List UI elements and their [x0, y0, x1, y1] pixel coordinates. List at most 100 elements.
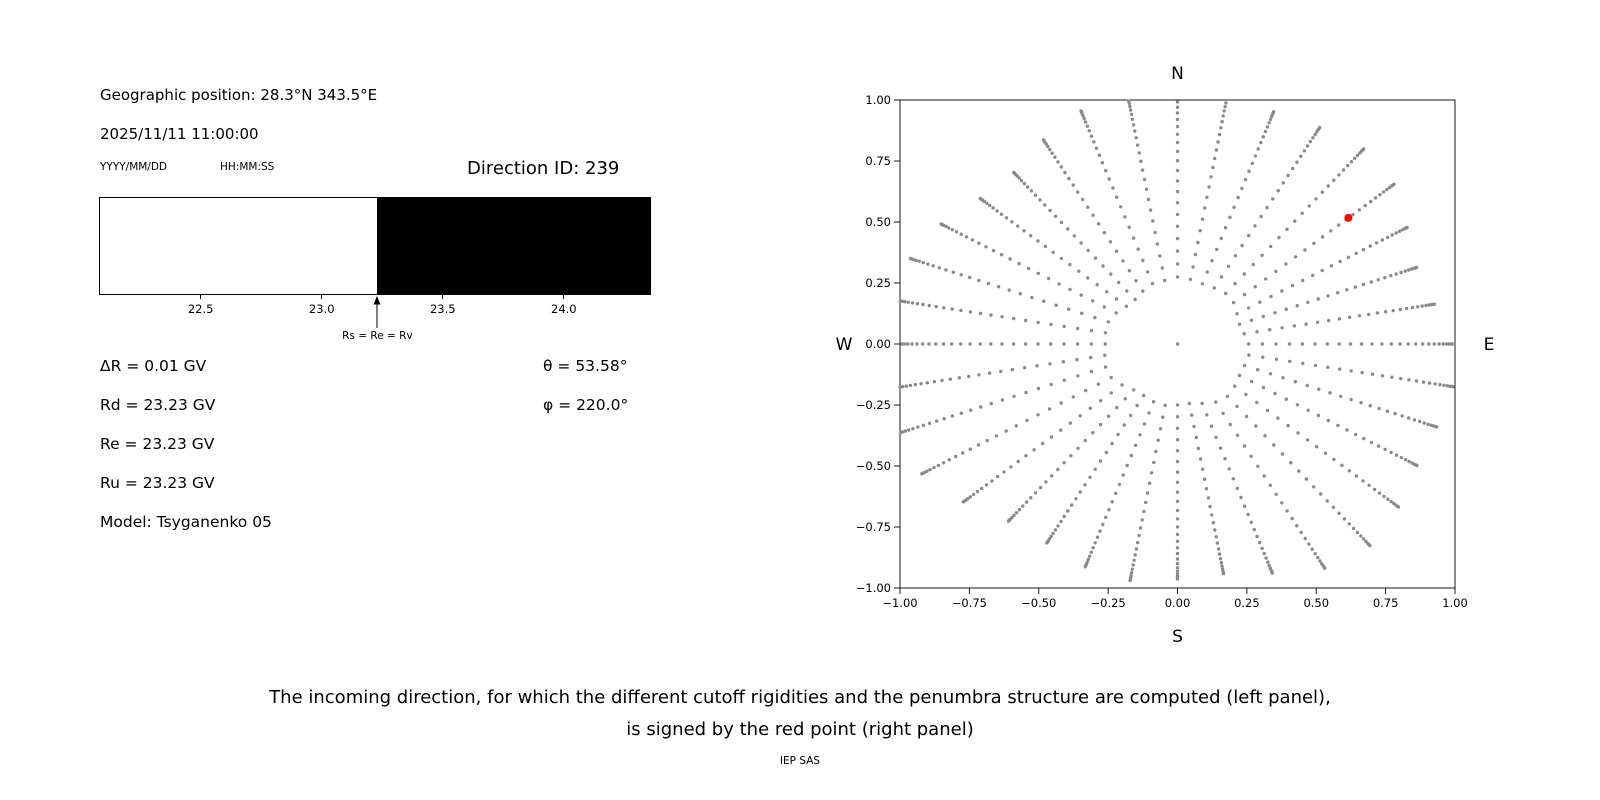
direction-dot — [1046, 276, 1051, 281]
direction-dot — [1150, 281, 1155, 286]
direction-dot — [1281, 181, 1286, 185]
direction-dot — [1078, 490, 1083, 494]
direction-dot — [967, 374, 971, 379]
direction-dot — [1377, 491, 1382, 495]
direction-dot — [1038, 198, 1042, 202]
direction-dot — [1059, 165, 1064, 169]
direction-dot — [1089, 342, 1094, 346]
penumbra-tick-label: 23.5 — [429, 302, 456, 316]
direction-dot — [934, 342, 938, 346]
direction-dot — [1103, 353, 1107, 357]
direction-dot — [1036, 386, 1041, 391]
direction-dot — [989, 313, 993, 317]
direction-dot — [950, 307, 954, 311]
direction-dot — [1121, 259, 1125, 263]
geographic-position-text: Geographic position: 28.3°N 343.5°E — [100, 86, 378, 104]
direction-dot — [1158, 427, 1163, 431]
direction-dot — [1233, 254, 1238, 258]
param-ru: Ru = 23.23 GV — [100, 474, 215, 492]
direction-dot — [1127, 269, 1132, 273]
direction-dot — [1148, 208, 1153, 212]
direction-dot — [1311, 136, 1315, 140]
direction-dot — [1080, 197, 1085, 202]
direction-dot — [985, 201, 989, 205]
direction-dot — [1260, 546, 1264, 551]
direction-dot — [1338, 259, 1342, 264]
direction-dot — [1036, 271, 1041, 276]
direction-dot — [1329, 229, 1333, 233]
x-tick-label: 1.00 — [1442, 596, 1468, 610]
direction-dot — [1213, 156, 1217, 161]
direction-dot — [915, 342, 919, 346]
direction-dot — [1095, 535, 1100, 539]
direction-dot — [1205, 195, 1209, 199]
direction-dot — [1160, 266, 1165, 270]
direction-dot — [1281, 376, 1285, 380]
compass-label-east: E — [1484, 335, 1495, 355]
direction-dot — [1175, 546, 1180, 550]
direction-dot — [1320, 190, 1325, 194]
direction-dot — [968, 342, 972, 346]
direction-dot — [1385, 187, 1389, 192]
direction-dot — [1368, 244, 1373, 248]
direction-dot — [1069, 454, 1073, 458]
direction-dot — [1066, 509, 1070, 513]
direction-dot — [1175, 566, 1180, 570]
direction-dot — [1255, 400, 1259, 405]
direction-dot — [1014, 424, 1018, 428]
direction-dot — [1286, 173, 1290, 178]
direction-dot — [1079, 109, 1083, 113]
direction-dot — [1354, 251, 1358, 255]
direction-dot — [1033, 193, 1038, 197]
direction-dot — [968, 275, 972, 280]
direction-dot — [1253, 224, 1257, 228]
direction-dot — [1361, 537, 1366, 541]
direction-dot — [961, 451, 965, 455]
x-tick-label: −0.50 — [1021, 596, 1056, 610]
direction-dot — [1188, 277, 1193, 282]
direction-dot — [1412, 418, 1417, 422]
direction-dot — [1243, 177, 1248, 182]
direction-dot — [1049, 382, 1053, 387]
direction-dot — [1396, 505, 1401, 509]
direction-dot — [1029, 189, 1034, 193]
direction-dot — [1316, 555, 1320, 560]
direction-dot — [1212, 286, 1217, 290]
direction-dot — [1332, 178, 1336, 182]
direction-dot — [1247, 233, 1251, 238]
direction-dot — [1336, 223, 1341, 227]
direction-dot — [1316, 297, 1320, 301]
direction-dot — [1151, 400, 1156, 404]
direction-dot — [1053, 214, 1058, 218]
direction-dot — [1389, 499, 1393, 504]
direction-dot — [1295, 403, 1300, 407]
direction-dot — [1247, 342, 1251, 346]
direction-dot — [1351, 526, 1356, 531]
direction-dot — [1258, 300, 1262, 304]
direction-dot — [1348, 342, 1353, 346]
direction-dot — [1059, 401, 1063, 405]
direction-dot — [1259, 140, 1263, 145]
direction-dot — [1095, 283, 1099, 287]
direction-dot — [1036, 342, 1040, 346]
direction-dot — [1134, 136, 1138, 140]
param-phi: φ = 220.0° — [543, 396, 629, 414]
direction-dot — [1370, 342, 1374, 346]
direction-dot — [1269, 244, 1273, 249]
direction-dot — [931, 264, 935, 268]
direction-dot — [1249, 379, 1254, 384]
direction-dot — [927, 421, 932, 425]
direction-dot — [1442, 383, 1446, 387]
direction-dot — [916, 425, 920, 429]
direction-dot — [1048, 147, 1052, 152]
direction-dot — [1274, 357, 1279, 361]
direction-dot — [1024, 454, 1028, 458]
direction-dot — [1048, 362, 1052, 366]
direction-dot — [1175, 532, 1180, 537]
direction-dot — [1161, 415, 1165, 419]
direction-dot — [1273, 391, 1277, 396]
direction-dot — [1280, 289, 1284, 293]
direction-dot — [1432, 342, 1437, 346]
direction-dot — [987, 371, 992, 375]
direction-dot — [1002, 470, 1006, 474]
